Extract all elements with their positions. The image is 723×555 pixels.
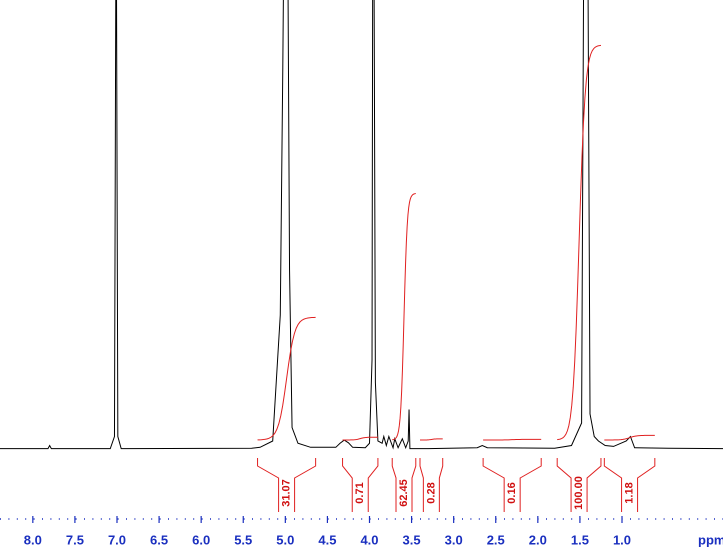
integral-bracket xyxy=(482,458,542,512)
integral-curve xyxy=(420,438,443,441)
x-tick-label: 1.5 xyxy=(571,532,589,547)
integral-curve xyxy=(557,44,602,441)
integral-curve xyxy=(257,316,316,441)
integral-curve xyxy=(342,436,378,441)
x-tick-label: 2.5 xyxy=(487,532,505,547)
integral-bracket xyxy=(603,458,656,512)
integral-label: 0.71 xyxy=(354,482,366,503)
x-tick-label: 2.0 xyxy=(529,532,547,547)
integral-label: 31.07 xyxy=(280,479,292,507)
integral-bracket xyxy=(342,458,379,512)
integral-bracket xyxy=(419,458,444,512)
plot-area xyxy=(0,0,723,450)
x-tick-label: 5.0 xyxy=(276,532,294,547)
integral-curve xyxy=(604,434,655,441)
x-axis-label: ppm xyxy=(698,532,723,547)
x-tick-label: 8.0 xyxy=(24,532,42,547)
x-tick-label: 6.0 xyxy=(192,532,210,547)
spectrum-line xyxy=(0,0,723,450)
integral-label: 0.16 xyxy=(506,482,518,503)
x-tick-label: 1.0 xyxy=(613,532,631,547)
integral-bracket xyxy=(391,458,417,512)
x-tick-label: 3.5 xyxy=(403,532,421,547)
x-tick-label: 4.5 xyxy=(318,532,336,547)
integral-label: 0.28 xyxy=(425,482,437,503)
x-tick-label: 5.5 xyxy=(234,532,252,547)
integral-bracket xyxy=(257,458,317,512)
integral-bracket xyxy=(556,458,602,512)
x-tick-label: 4.0 xyxy=(360,532,378,547)
x-tick-label: 6.5 xyxy=(150,532,168,547)
integral-curve xyxy=(392,193,416,441)
integral-label: 62.45 xyxy=(398,479,410,507)
integral-curve xyxy=(483,438,542,441)
x-tick-label: 7.0 xyxy=(108,532,126,547)
x-tick-label: 3.0 xyxy=(445,532,463,547)
integral-label: 1.18 xyxy=(623,482,635,503)
integral-label: 100.00 xyxy=(573,476,585,510)
x-tick-label: 7.5 xyxy=(66,532,84,547)
